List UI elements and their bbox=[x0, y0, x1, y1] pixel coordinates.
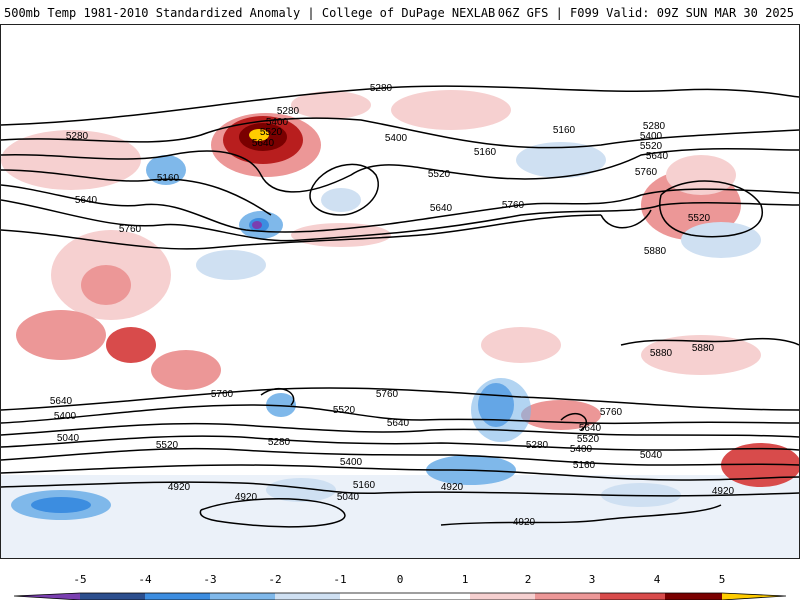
contour-label: 5880 bbox=[692, 343, 715, 354]
contour-label: 5760 bbox=[635, 167, 658, 178]
colorbar-seg bbox=[535, 593, 600, 600]
contour-label: 4920 bbox=[712, 486, 735, 497]
contour-label: 5280 bbox=[66, 131, 89, 142]
colorbar-seg bbox=[275, 593, 340, 600]
contour-label: 5760 bbox=[502, 200, 525, 211]
contour-label: 4920 bbox=[235, 492, 258, 503]
contour-label: 5400 bbox=[340, 457, 363, 468]
colorbar-tick-label: 0 bbox=[396, 573, 404, 586]
colorbar-legend bbox=[13, 592, 787, 600]
contour-label: 5520 bbox=[156, 440, 179, 451]
contour-label: 5640 bbox=[430, 203, 453, 214]
contour-label: 5880 bbox=[650, 348, 673, 359]
colorbar-seg bbox=[80, 593, 145, 600]
contour-label: 5400 bbox=[640, 131, 663, 142]
map-panel: 5280 5280 5400 5520 5640 5160 5640 5760 … bbox=[0, 24, 800, 559]
contour-label: 5640 bbox=[252, 138, 275, 149]
contour-label: 5040 bbox=[337, 492, 360, 503]
colorbar-tick-label: -2 bbox=[268, 573, 282, 586]
contour-label: 5400 bbox=[570, 444, 593, 455]
contour-label: 5760 bbox=[119, 224, 142, 235]
contour-label: 5640 bbox=[579, 423, 602, 434]
colorbar-tick-label: 5 bbox=[718, 573, 726, 586]
contour-label: 5160 bbox=[573, 460, 596, 471]
contour-label: 5280 bbox=[370, 83, 393, 94]
colorbar-tick-label: -5 bbox=[73, 573, 87, 586]
contour-label: 5520 bbox=[428, 169, 451, 180]
contour-label: 5760 bbox=[376, 389, 399, 400]
contour-label: 4920 bbox=[168, 482, 191, 493]
colorbar-seg bbox=[470, 593, 535, 600]
contour-label: 5160 bbox=[353, 480, 376, 491]
contour-label: 5520 bbox=[577, 434, 600, 445]
colorbar-tick-label: -4 bbox=[138, 573, 152, 586]
contour-label: 5400 bbox=[54, 411, 77, 422]
warm-anomaly-areas bbox=[1, 90, 799, 487]
contour-label: 5040 bbox=[640, 450, 663, 461]
colorbar-tick-label: 1 bbox=[461, 573, 469, 586]
colorbar-tick-label: 2 bbox=[524, 573, 532, 586]
contour-label: 5520 bbox=[333, 405, 356, 416]
contour-label: 5640 bbox=[387, 418, 410, 429]
contour-label: 5520 bbox=[640, 141, 663, 152]
contour-labels: 5280 5280 5400 5520 5640 5160 5640 5760 … bbox=[50, 83, 735, 528]
contour-label: 5160 bbox=[157, 173, 180, 184]
colorbar-seg bbox=[600, 593, 665, 600]
contour-label: 4920 bbox=[441, 482, 464, 493]
contour-label: 5040 bbox=[57, 433, 80, 444]
colorbar-tick-label: 4 bbox=[653, 573, 661, 586]
contour-label: 5160 bbox=[474, 147, 497, 158]
contour-label: 5760 bbox=[211, 389, 234, 400]
colorbar-seg bbox=[340, 593, 405, 600]
colorbar-tick-label: -3 bbox=[203, 573, 217, 586]
contour-label: 5640 bbox=[75, 195, 98, 206]
colorbar-tick-label: -1 bbox=[333, 573, 347, 586]
contour-label: 5880 bbox=[644, 246, 667, 257]
anomaly-map: 5280 5280 5400 5520 5640 5160 5640 5760 … bbox=[1, 83, 799, 558]
contour-label: 5760 bbox=[600, 407, 623, 418]
colorbar-seg bbox=[145, 593, 210, 600]
contour-label: 5520 bbox=[688, 213, 711, 224]
colorbar-seg bbox=[665, 593, 722, 600]
colorbar-seg bbox=[405, 593, 470, 600]
contour-label: 5400 bbox=[266, 117, 289, 128]
colorbar-end-low bbox=[14, 593, 80, 600]
contour-label: 5280 bbox=[268, 437, 291, 448]
map-title: 500mb Temp 1981-2010 Standardized Anomal… bbox=[4, 6, 496, 20]
colorbar-tick-label: 3 bbox=[588, 573, 596, 586]
contour-label: 5640 bbox=[646, 151, 669, 162]
contour-label: 5160 bbox=[553, 125, 576, 136]
contour-label: 4920 bbox=[513, 517, 536, 528]
contour-label: 5520 bbox=[260, 127, 283, 138]
colorbar-end-high bbox=[722, 593, 786, 600]
contour-label: 5280 bbox=[277, 106, 300, 117]
height-contours bbox=[1, 85, 799, 528]
colorbar-seg bbox=[210, 593, 275, 600]
colorbar-outline bbox=[13, 592, 787, 600]
contour-label: 5400 bbox=[385, 133, 408, 144]
contour-label: 5280 bbox=[526, 440, 549, 451]
contour-label: 5640 bbox=[50, 396, 73, 407]
contour-label: 5280 bbox=[643, 121, 666, 132]
model-run-info: 06Z GFS | F099 Valid: 09Z SUN MAR 30 202… bbox=[497, 6, 794, 20]
southern-neutral-band bbox=[1, 475, 799, 558]
